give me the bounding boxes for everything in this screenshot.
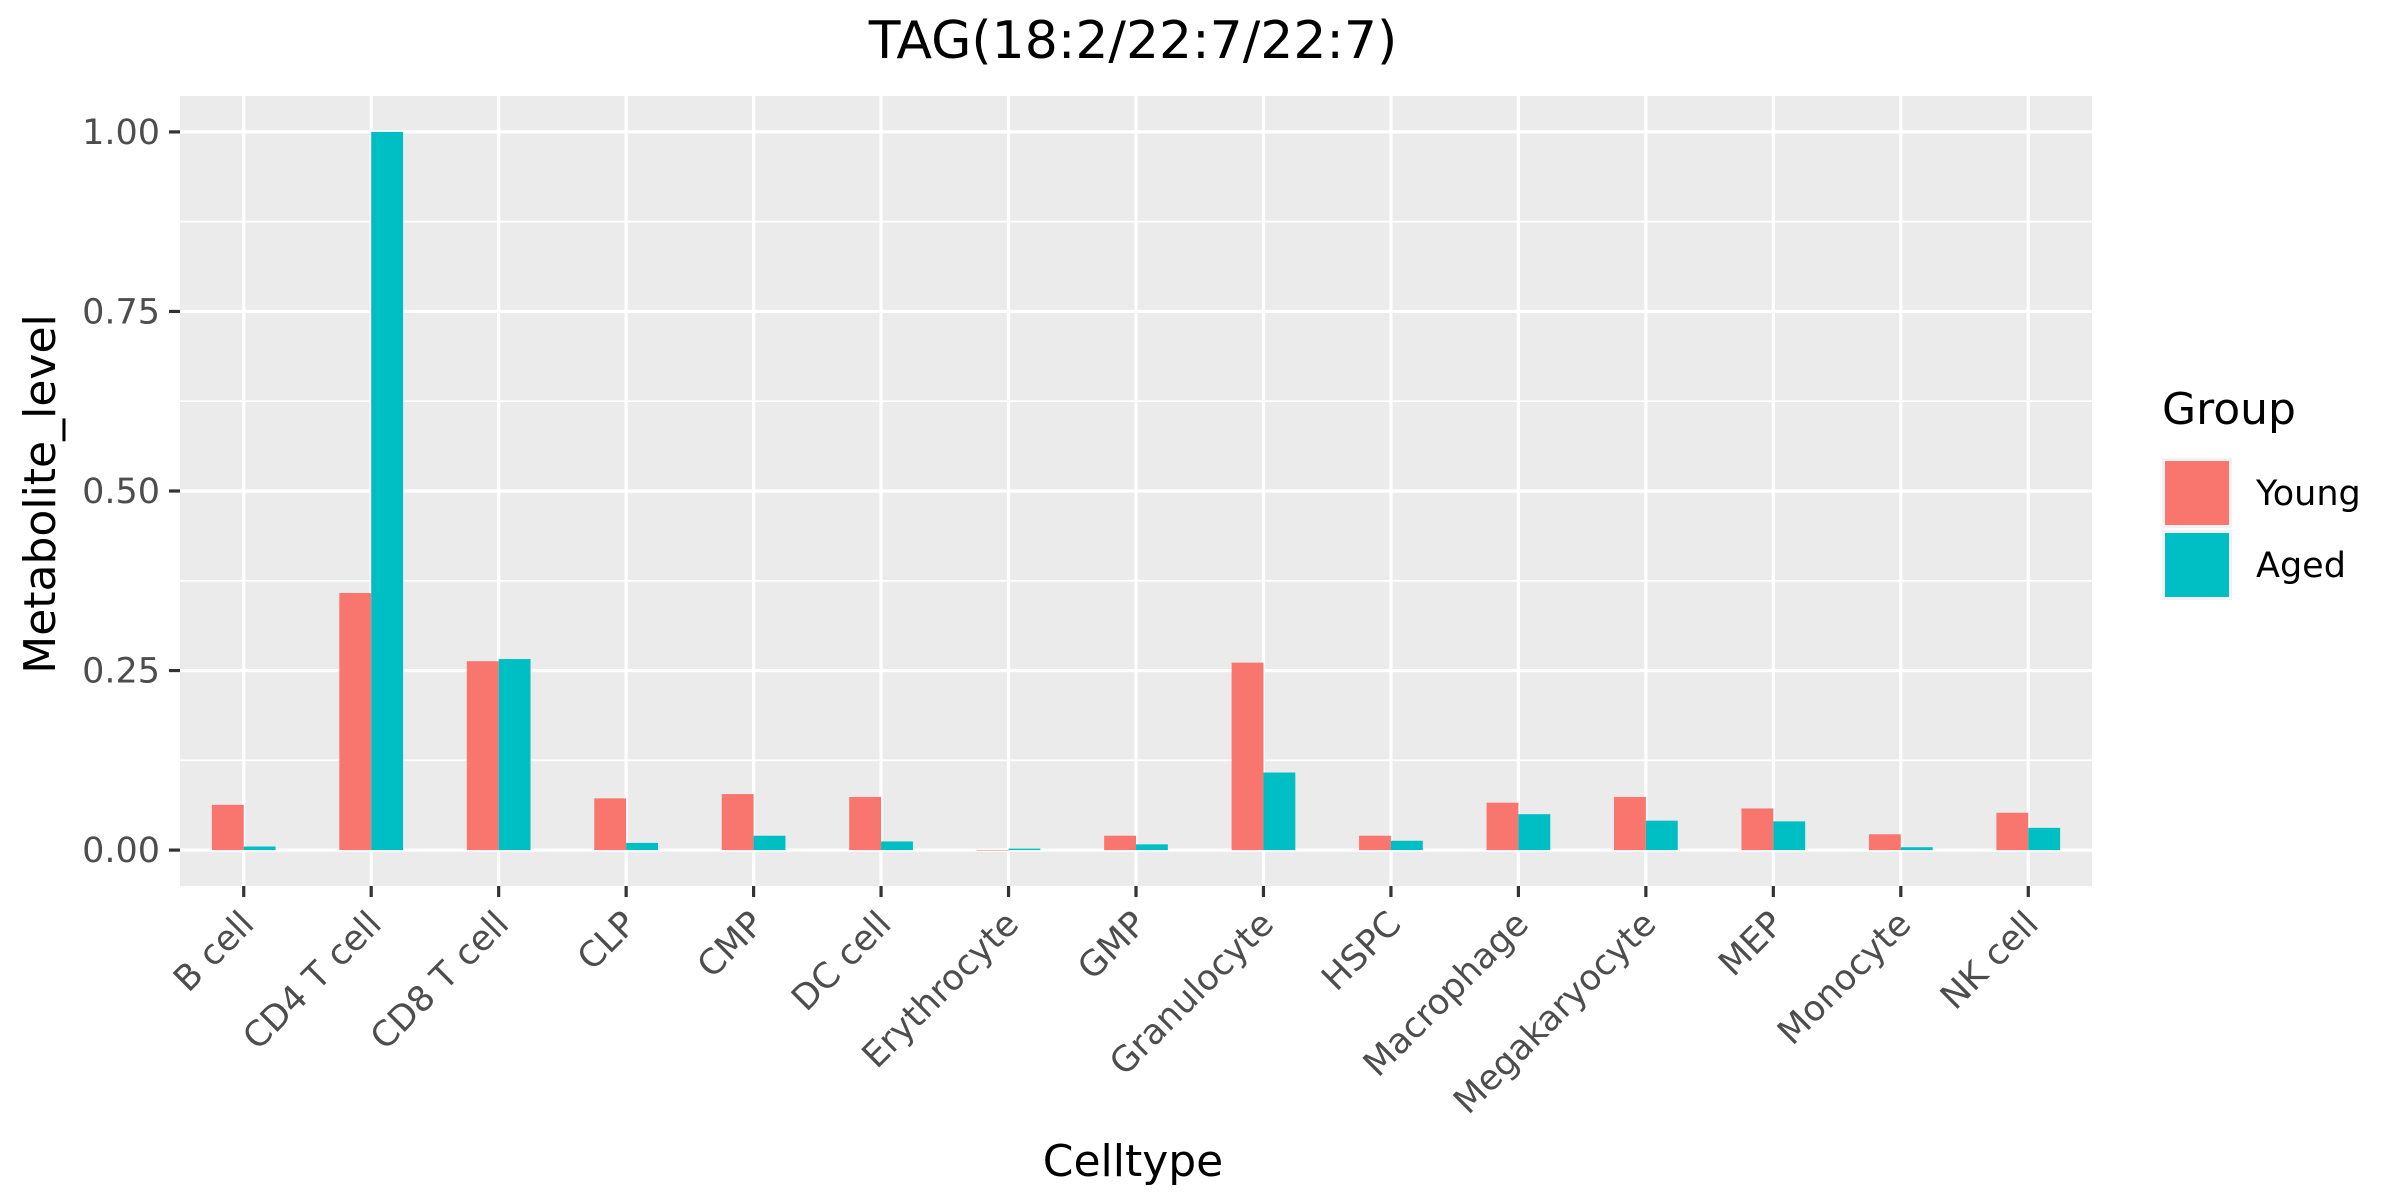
- legend-label-young: Young: [2255, 474, 2361, 514]
- bar-young-mep: [1741, 808, 1774, 851]
- y-axis: 0.00 0.25 0.50 0.75 1.00: [82, 113, 180, 871]
- bars-layer: [211, 131, 2061, 851]
- bar-young-cmp: [721, 794, 754, 851]
- legend-swatch-young: [2165, 461, 2229, 525]
- legend-label-aged: Aged: [2256, 546, 2346, 586]
- bar-aged-macrophage: [1518, 814, 1551, 851]
- bar-aged-cd4-t-cell: [371, 131, 404, 851]
- bar-young-clp: [594, 798, 627, 851]
- legend: Group Young Aged: [2162, 384, 2361, 600]
- x-axis-title: Celltype: [1043, 1136, 1224, 1187]
- bar-young-hspc: [1359, 835, 1391, 851]
- bar-young-b-cell: [211, 804, 244, 851]
- bar-aged-granulocyte: [1263, 772, 1296, 851]
- bar-young-gmp: [1104, 835, 1136, 851]
- bar-aged-mep: [1773, 821, 1806, 851]
- bar-young-monocyte: [1868, 834, 1901, 851]
- bar-young-dc-cell: [849, 796, 882, 851]
- chart-title: TAG(18:2/22:7/22:7): [868, 11, 1398, 71]
- y-axis-title: Metabolite_level: [15, 314, 66, 674]
- bar-young-macrophage: [1486, 802, 1519, 851]
- y-tick-label: 1.00: [82, 113, 160, 153]
- bar-young-erythrocyte: [976, 850, 1009, 851]
- y-tick-label: 0.00: [82, 831, 160, 871]
- bar-aged-gmp: [1136, 844, 1168, 851]
- bar-young-granulocyte: [1231, 662, 1264, 851]
- bar-aged-cmp: [753, 835, 786, 851]
- bar-aged-erythrocyte: [1008, 848, 1041, 851]
- bar-aged-nk-cell: [2028, 827, 2061, 851]
- legend-swatch-aged: [2165, 533, 2229, 597]
- bar-aged-clp: [626, 842, 658, 851]
- bar-aged-monocyte: [1900, 847, 1933, 851]
- bar-aged-megakaryocyte: [1645, 820, 1678, 851]
- bar-aged-b-cell: [243, 846, 276, 851]
- bar-young-cd4-t-cell: [339, 592, 372, 851]
- y-tick-label: 0.50: [82, 472, 160, 512]
- bar-aged-hspc: [1390, 840, 1423, 851]
- bar-aged-cd8-t-cell: [498, 659, 531, 851]
- bar-young-megakaryocyte: [1614, 796, 1646, 851]
- bar-young-nk-cell: [1996, 812, 2029, 851]
- y-tick-label: 0.25: [82, 652, 160, 692]
- bar-young-cd8-t-cell: [466, 661, 499, 851]
- y-tick-label: 0.75: [82, 292, 160, 332]
- legend-title: Group: [2162, 384, 2296, 435]
- bar-aged-dc-cell: [881, 841, 913, 851]
